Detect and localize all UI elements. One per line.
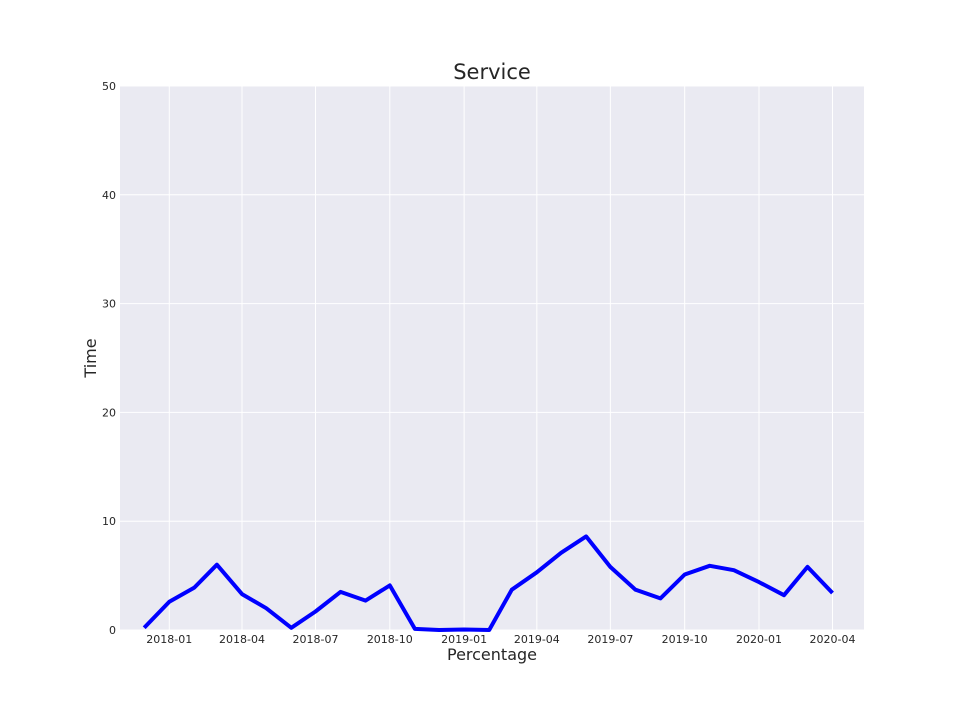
y-tick-label: 0 [109, 624, 116, 637]
y-tick-label: 50 [102, 80, 116, 93]
grid-lines [120, 85, 864, 631]
x-tick-label: 2019-10 [662, 633, 708, 646]
x-tick-label: 2018-07 [293, 633, 339, 646]
plot-area [120, 86, 864, 630]
x-tick-label: 2018-04 [219, 633, 265, 646]
series-layer [142, 534, 834, 632]
series-line [142, 534, 834, 632]
x-tick-labels: 2018-01 2018-04 2018-07 2018-10 2019-01 2019-… [146, 633, 855, 646]
x-tick-label: 2019-04 [514, 633, 560, 646]
x-tick-label: 2018-01 [146, 633, 192, 646]
y-tick-label: 20 [102, 406, 116, 419]
y-axis-label: Time [81, 338, 100, 378]
y-tick-label: 40 [102, 189, 116, 202]
y-tick-label: 10 [102, 515, 116, 528]
x-axis-label: Percentage [447, 645, 537, 664]
x-tick-label: 2020-01 [736, 633, 782, 646]
y-tick-label: 30 [102, 298, 116, 311]
y-tick-labels: 0 10 20 30 40 50 [102, 80, 116, 637]
x-tick-label: 2020-04 [810, 633, 856, 646]
chart-title: Service [453, 60, 531, 84]
x-tick-label: 2018-10 [367, 633, 413, 646]
x-tick-label: 2019-07 [587, 633, 633, 646]
x-tick-label: 2019-01 [441, 633, 487, 646]
